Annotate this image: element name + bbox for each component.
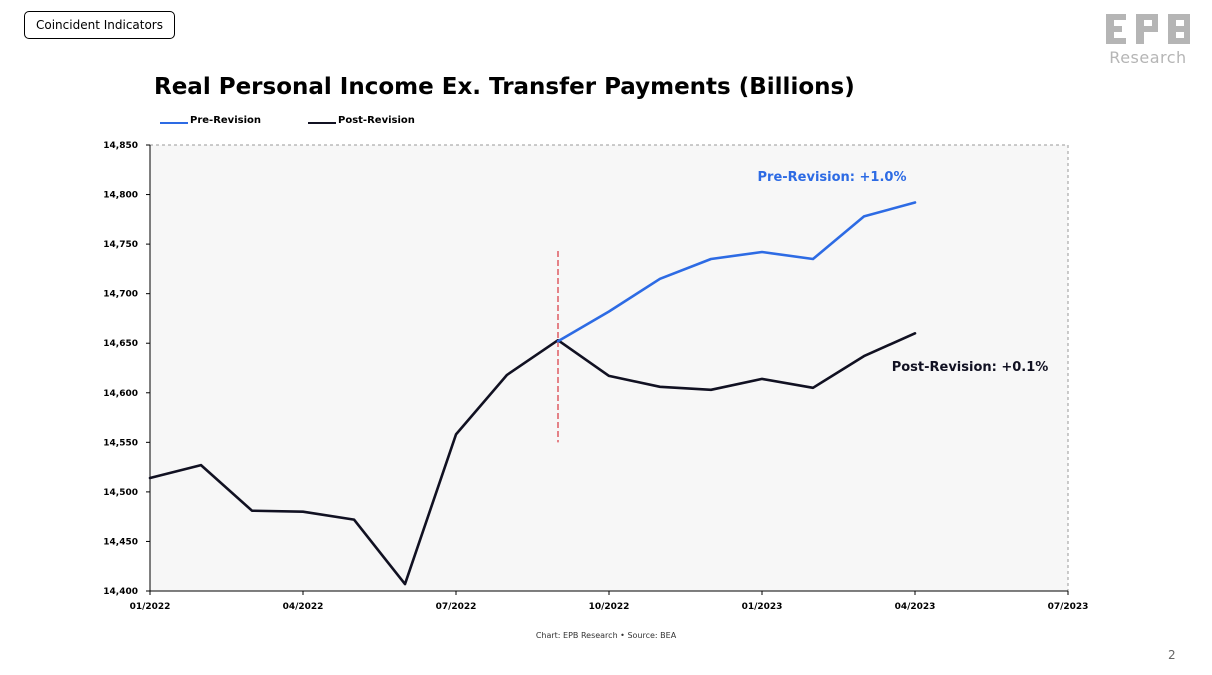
chart-source: Chart: EPB Research • Source: BEA [535, 631, 677, 640]
series-line-pre-revision [556, 201, 917, 343]
y-tick-label: 14,450 [103, 537, 138, 547]
x-tick-label: 07/2023 [1048, 602, 1089, 612]
y-tick-label: 14,850 [103, 141, 138, 151]
y-tick-label: 14,750 [103, 240, 138, 250]
epb-logo: Research [1100, 12, 1196, 68]
logo-mark [1106, 14, 1190, 44]
x-tick-label: 04/2023 [895, 602, 936, 612]
y-tick-label: 14,500 [103, 488, 138, 498]
series-line-post-revision [148, 331, 917, 586]
x-tick-label: 04/2022 [283, 602, 324, 612]
x-tick-label: 10/2022 [589, 602, 630, 612]
plot-background [150, 145, 1068, 591]
y-tick-label: 14,600 [103, 389, 138, 399]
legend-label-post-revision: Post-Revision [338, 115, 415, 126]
y-tick-label: 14,800 [103, 191, 138, 201]
y-tick-label: 14,650 [103, 339, 138, 349]
x-tick-label: 01/2022 [130, 602, 171, 612]
legend-swatch-pre-revision [160, 122, 188, 124]
chart-title: Real Personal Income Ex. Transfer Paymen… [154, 74, 855, 100]
annotation-pre-revision: Pre-Revision: +1.0% [758, 170, 907, 185]
y-tick-label: 14,700 [103, 290, 138, 300]
y-tick-label: 14,550 [103, 438, 138, 448]
legend-swatch-post-revision [308, 122, 336, 124]
annotation-post-revision: Post-Revision: +0.1% [892, 360, 1049, 375]
legend-label-pre-revision: Pre-Revision [190, 115, 261, 126]
page-number: 2 [1168, 648, 1176, 662]
y-tick-label: 14,400 [103, 587, 138, 597]
logo-text: Research [1109, 48, 1187, 67]
section-tag: Coincident Indicators [24, 11, 175, 39]
x-tick-label: 07/2022 [436, 602, 477, 612]
x-tick-label: 01/2023 [742, 602, 783, 612]
